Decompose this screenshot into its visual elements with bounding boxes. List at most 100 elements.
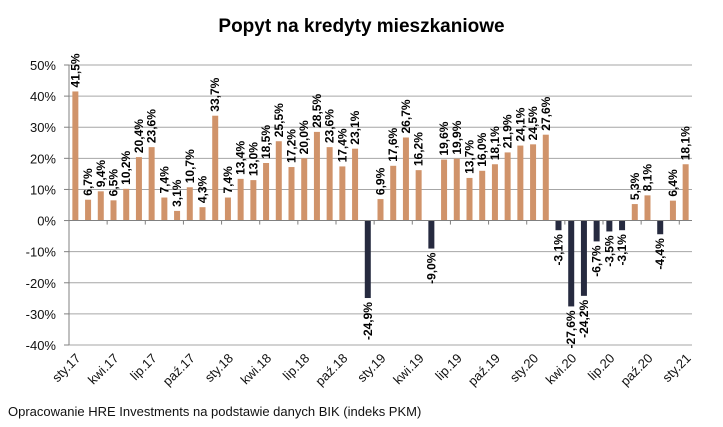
data-label: 6,7%	[81, 168, 95, 196]
data-label: 23,6%	[323, 109, 337, 143]
data-label: 19,6%	[437, 121, 451, 155]
data-label: 16,0%	[475, 132, 489, 166]
data-label: -3,1%	[615, 234, 629, 266]
data-label: 28,5%	[310, 94, 324, 128]
data-label: 20,0%	[297, 120, 311, 154]
data-label: 21,9%	[501, 114, 515, 148]
data-label: -27,6%	[564, 310, 578, 348]
y-tick-label: 40%	[30, 89, 56, 104]
bar-positive	[110, 200, 117, 221]
bar-negative	[555, 220, 562, 231]
bar-negative	[619, 220, 626, 231]
data-label: -6,7%	[590, 245, 604, 277]
data-label: 24,5%	[526, 106, 540, 140]
bar-positive	[199, 207, 206, 221]
x-tick-label: sty.20	[507, 351, 541, 385]
bar-positive	[161, 197, 168, 221]
data-label: -9,0%	[424, 252, 438, 284]
data-label: 10,7%	[183, 149, 197, 183]
data-label: 19,9%	[450, 120, 464, 154]
data-label: -3,5%	[602, 235, 616, 267]
bar-positive	[72, 91, 79, 221]
y-tick-label: 10%	[30, 182, 56, 197]
data-label: 6,9%	[374, 167, 388, 195]
bar-negative	[364, 220, 371, 299]
data-label: 7,4%	[221, 166, 235, 194]
x-tick-label: kwi.17	[85, 351, 122, 388]
data-label: 25,5%	[272, 103, 286, 137]
bar-positive	[530, 144, 537, 221]
data-label: 10,2%	[119, 150, 133, 184]
x-tick-label: lip.17	[127, 351, 160, 384]
x-tick-label: paź.19	[465, 351, 503, 389]
source-note: Opracowanie HRE Investments na podstawie…	[8, 404, 422, 419]
x-tick-label: kwi.20	[543, 351, 580, 388]
bar-positive	[263, 163, 270, 221]
x-tick-label: paź.18	[312, 351, 350, 389]
bar-positive	[466, 177, 473, 221]
data-label: 18,1%	[679, 126, 693, 160]
bar-positive	[237, 178, 244, 221]
data-label: -4,4%	[653, 238, 667, 270]
data-label: 13,7%	[463, 140, 477, 174]
x-tick-label: sty.21	[659, 351, 693, 385]
bar-positive	[491, 164, 498, 221]
data-label: 9,4%	[94, 160, 108, 188]
bar-positive	[517, 145, 524, 221]
data-label: 8,1%	[641, 164, 655, 192]
bar-negative	[580, 220, 587, 296]
data-label: 17,6%	[386, 127, 400, 161]
x-tick-label: paź.17	[160, 351, 198, 389]
bar-positive	[174, 210, 181, 221]
data-label: 3,1%	[170, 179, 184, 207]
x-tick-label: lip.18	[280, 351, 313, 384]
data-label: -24,9%	[361, 302, 375, 340]
x-tick-label: kwi.19	[390, 351, 427, 388]
x-tick-label: sty.17	[49, 351, 83, 385]
bar-positive	[669, 200, 676, 221]
bar-positive	[326, 147, 333, 221]
bar-positive	[479, 170, 486, 221]
data-label: 20,4%	[132, 119, 146, 153]
bar-positive	[441, 159, 448, 221]
data-label: 33,7%	[208, 77, 222, 111]
bar-positive	[186, 187, 193, 221]
y-tick-label: 0%	[37, 214, 56, 229]
bar-positive	[504, 152, 511, 221]
data-label: 17,2%	[285, 129, 299, 163]
data-label: -24,2%	[577, 300, 591, 338]
data-label: 13,0%	[246, 142, 260, 176]
data-label: 24,1%	[513, 107, 527, 141]
bar-positive	[682, 164, 689, 221]
bar-positive	[97, 191, 104, 221]
data-label: 18,1%	[488, 126, 502, 160]
x-tick-label: lip.20	[585, 351, 618, 384]
x-tick-label: lip.19	[432, 351, 465, 384]
data-label: 6,4%	[666, 169, 680, 197]
data-label: 17,4%	[335, 128, 349, 162]
y-tick-label: -20%	[26, 276, 57, 291]
bar-positive	[377, 199, 384, 221]
bar-positive	[224, 197, 231, 221]
bar-positive	[402, 137, 409, 221]
data-label: 27,6%	[539, 96, 553, 130]
bar-positive	[123, 188, 130, 221]
data-label: 41,5%	[68, 53, 82, 87]
bar-positive	[148, 147, 155, 221]
data-label: 26,7%	[399, 99, 413, 133]
data-label: 23,1%	[348, 110, 362, 144]
data-label: -3,1%	[552, 234, 566, 266]
x-tick-label: sty.18	[202, 351, 236, 385]
chart-title: Popyt na kredyty mieszkaniowe	[218, 16, 505, 37]
y-tick-label: -30%	[26, 307, 57, 322]
bar-positive	[313, 131, 320, 221]
bar-positive	[212, 115, 219, 221]
bar-positive	[135, 157, 142, 221]
bar-positive	[250, 180, 257, 221]
bar-negative	[606, 220, 613, 232]
bar-negative	[568, 220, 575, 307]
data-label: 7,4%	[157, 166, 171, 194]
data-label: 6,5%	[107, 169, 121, 197]
bar-negative	[657, 220, 664, 235]
bar-positive	[85, 199, 92, 221]
